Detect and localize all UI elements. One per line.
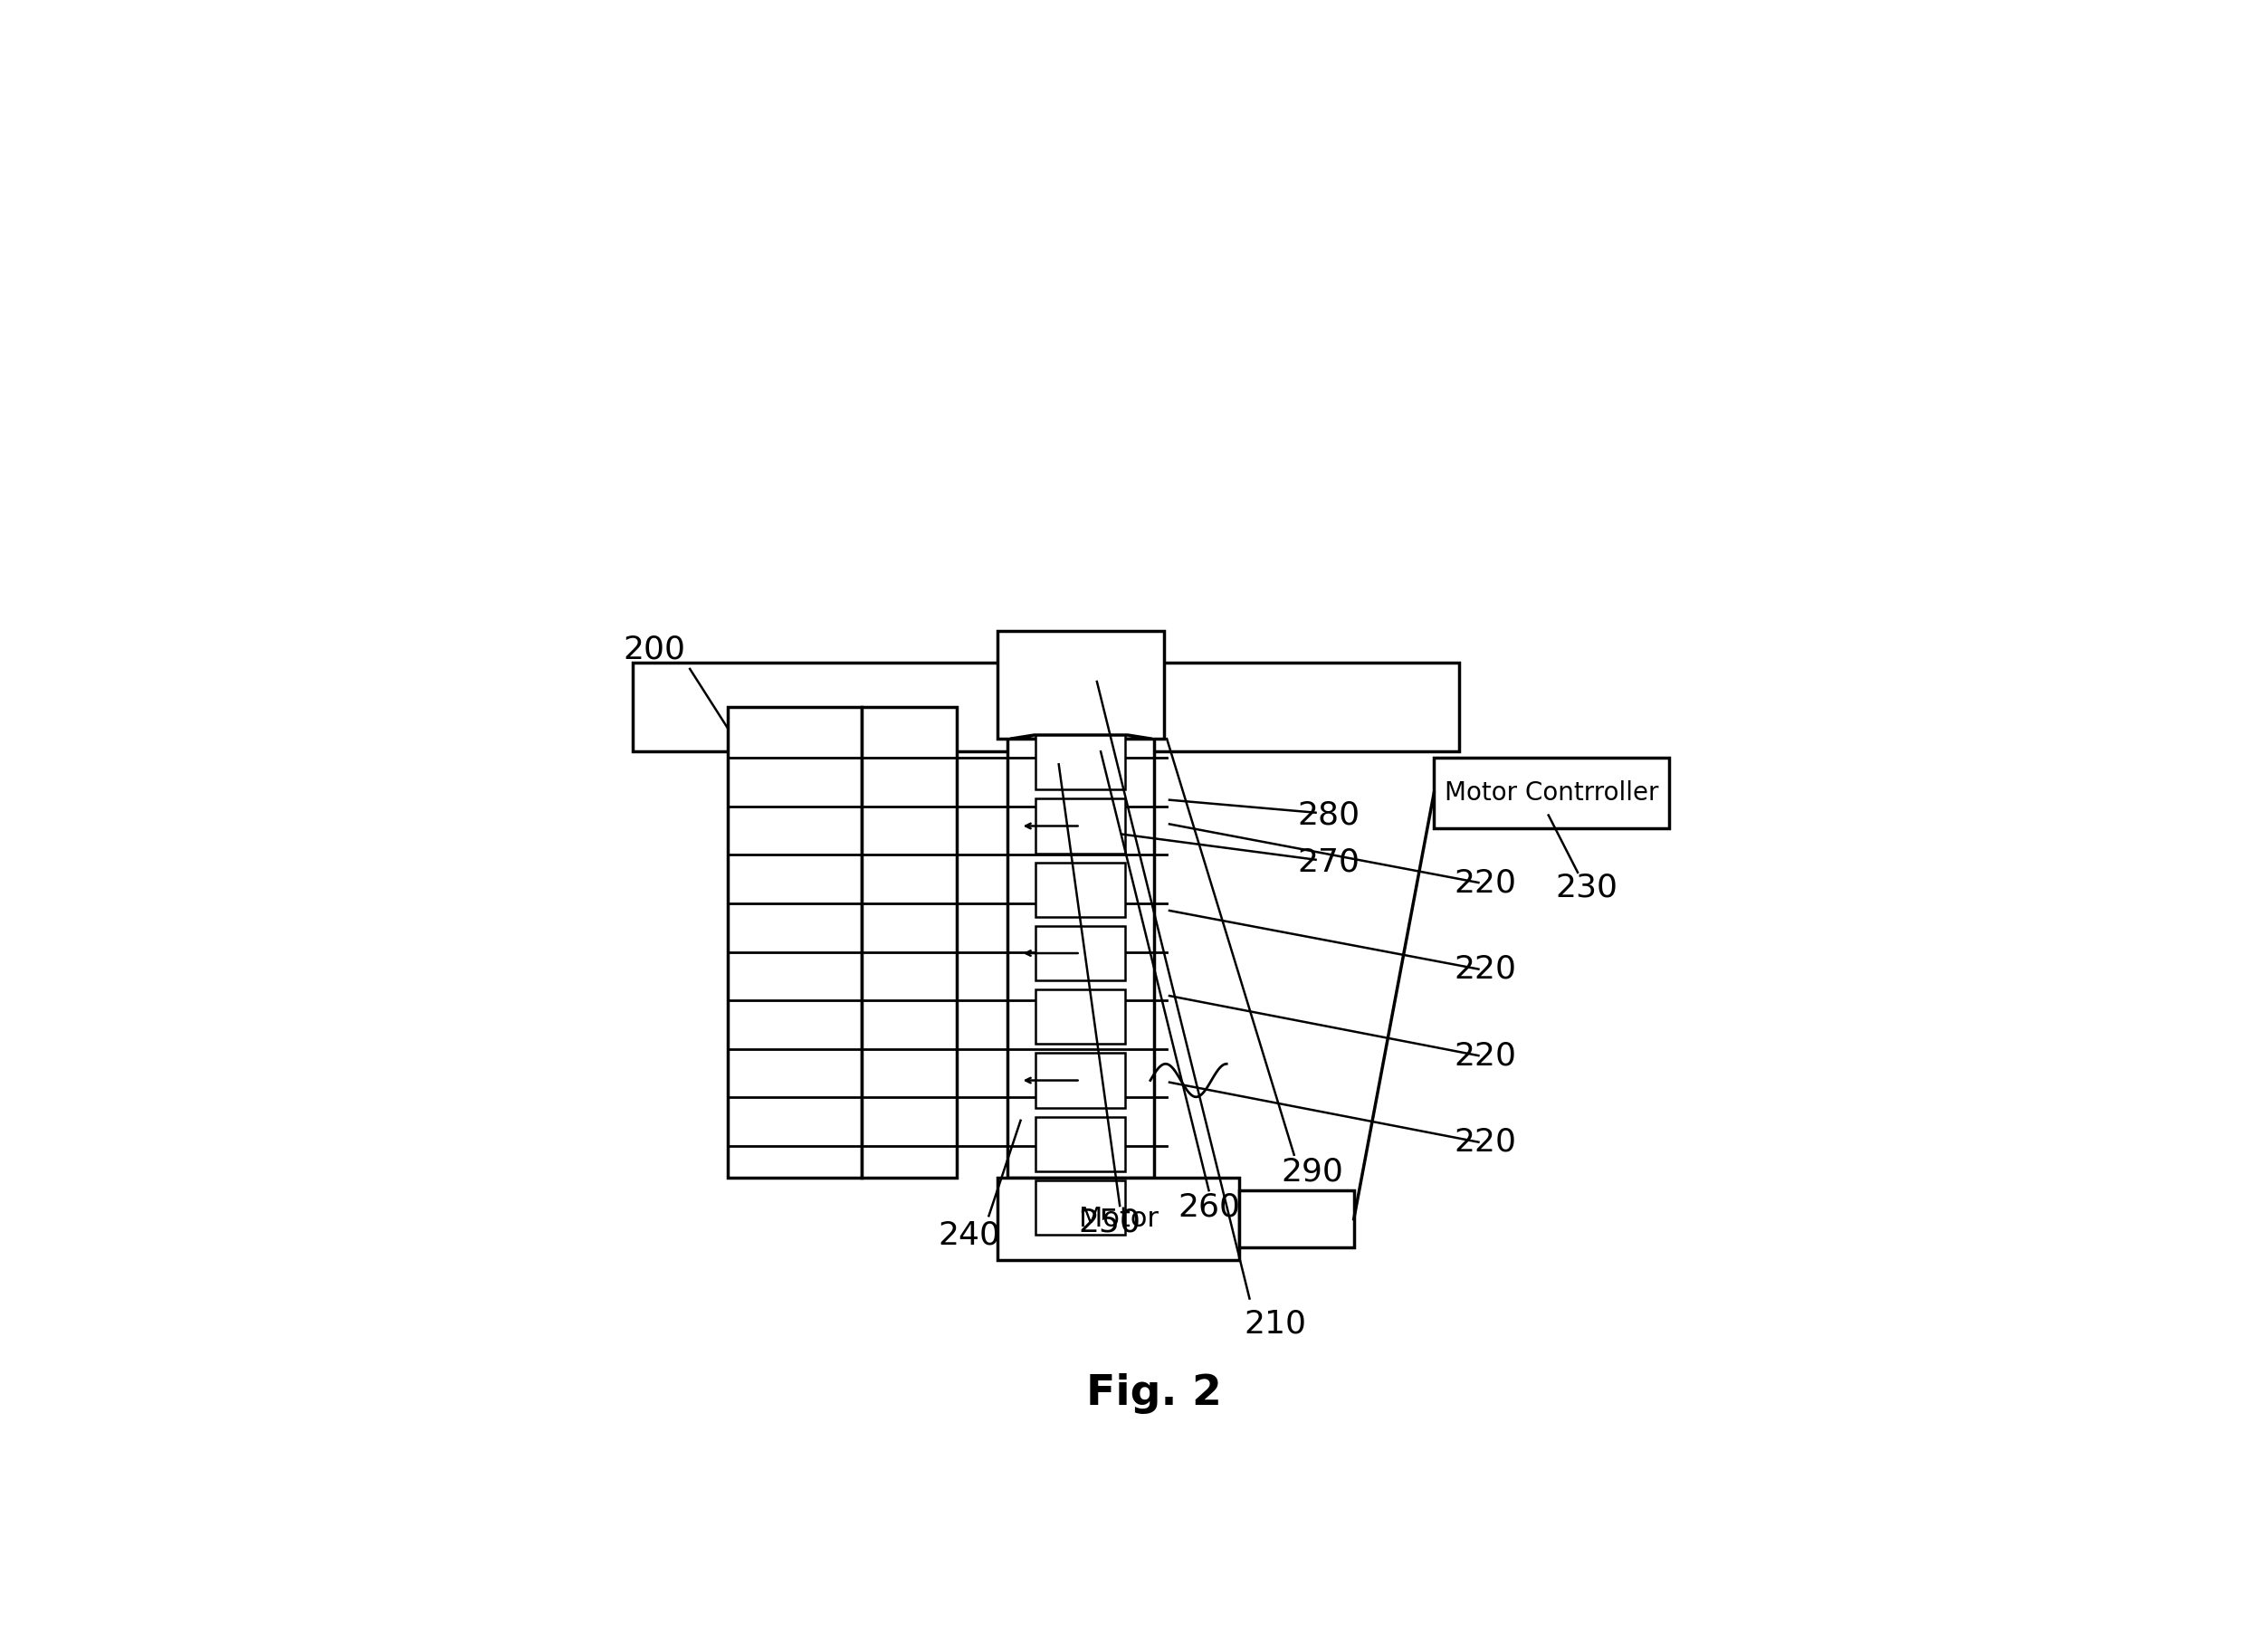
Bar xyxy=(1239,1191,1353,1247)
Bar xyxy=(1036,990,1126,1044)
Polygon shape xyxy=(1011,735,1151,738)
Bar xyxy=(998,1178,1239,1260)
Text: 200: 200 xyxy=(624,634,685,666)
Text: 250: 250 xyxy=(1079,1208,1142,1237)
Bar xyxy=(1036,862,1126,917)
Text: Motor Contrroller: Motor Contrroller xyxy=(1444,780,1660,806)
Text: 220: 220 xyxy=(1453,1127,1516,1158)
Text: 220: 220 xyxy=(1453,1041,1516,1070)
Bar xyxy=(1036,1052,1126,1108)
Text: 280: 280 xyxy=(1297,800,1360,831)
Text: 260: 260 xyxy=(1178,1191,1241,1222)
Text: 270: 270 xyxy=(1297,847,1360,877)
Text: 220: 220 xyxy=(1453,867,1516,899)
Text: 290: 290 xyxy=(1281,1156,1342,1186)
Bar xyxy=(1435,758,1669,828)
Bar xyxy=(1009,707,1155,1178)
Bar xyxy=(633,662,1459,752)
Text: 240: 240 xyxy=(939,1219,1000,1251)
Text: Motor: Motor xyxy=(1079,1206,1158,1232)
Bar xyxy=(1036,1117,1126,1171)
Bar xyxy=(1036,925,1126,981)
Bar xyxy=(1036,1180,1126,1236)
Bar xyxy=(727,707,863,1178)
Text: 220: 220 xyxy=(1453,953,1516,985)
Bar xyxy=(998,631,1164,738)
Text: 210: 210 xyxy=(1243,1308,1306,1340)
Text: Fig. 2: Fig. 2 xyxy=(1085,1373,1223,1414)
Bar xyxy=(1036,798,1126,854)
Bar xyxy=(863,707,957,1178)
Text: 230: 230 xyxy=(1556,872,1617,904)
Bar xyxy=(1036,735,1126,790)
